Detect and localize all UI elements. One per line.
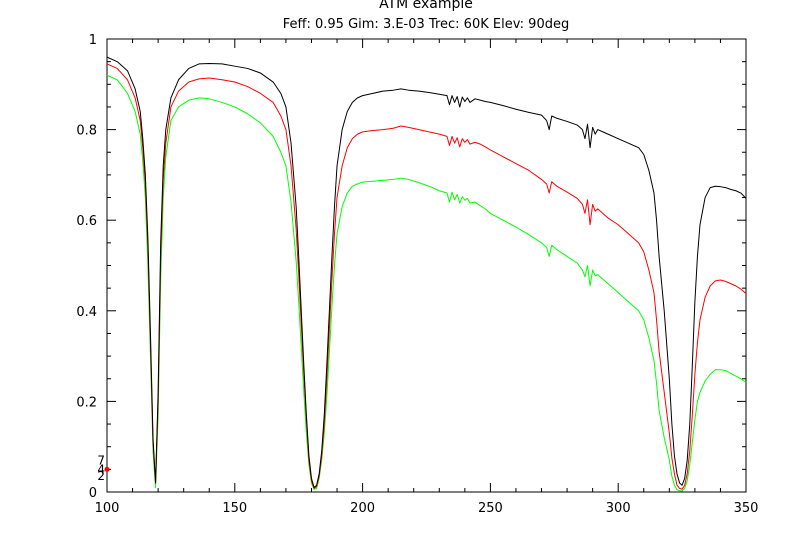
x-tick-label: 300 <box>606 501 631 516</box>
series-line-0 <box>106 56 747 488</box>
plot-frame <box>106 38 747 493</box>
x-tick-label: 200 <box>350 501 375 516</box>
chart-subtitle: Feff: 0.95 Gim: 3.E-03 Trec: 60K Elev: 9… <box>283 17 569 32</box>
y-tick-label: 0.2 <box>76 395 97 410</box>
y-tick-label: 1 <box>89 33 97 48</box>
y-tick-label: 0.4 <box>76 305 97 320</box>
x-tick-label: 350 <box>734 501 759 516</box>
left-marker-dot <box>104 466 110 472</box>
series-line-2 <box>106 74 747 492</box>
left-marker-label: 4 <box>97 462 105 476</box>
y-tick-label: 0 <box>89 486 97 501</box>
x-tick-label: 100 <box>95 501 120 516</box>
series-line-1 <box>106 63 747 490</box>
y-tick-label: 0.8 <box>76 124 97 139</box>
chart-title: ATM example <box>379 0 473 12</box>
axis-ticks: 100 150 200 250 300 350 0 0.2 0.4 0.6 0.8 1 <box>76 33 758 516</box>
x-tick-label: 150 <box>222 501 247 516</box>
left-markers: 742 <box>97 453 110 483</box>
y-tick-label: 0.6 <box>76 214 97 229</box>
left-marker-label: 2 <box>97 469 105 483</box>
left-marker-label: 7 <box>97 453 105 467</box>
x-tick-label: 250 <box>478 501 503 516</box>
series-layer <box>106 56 747 492</box>
